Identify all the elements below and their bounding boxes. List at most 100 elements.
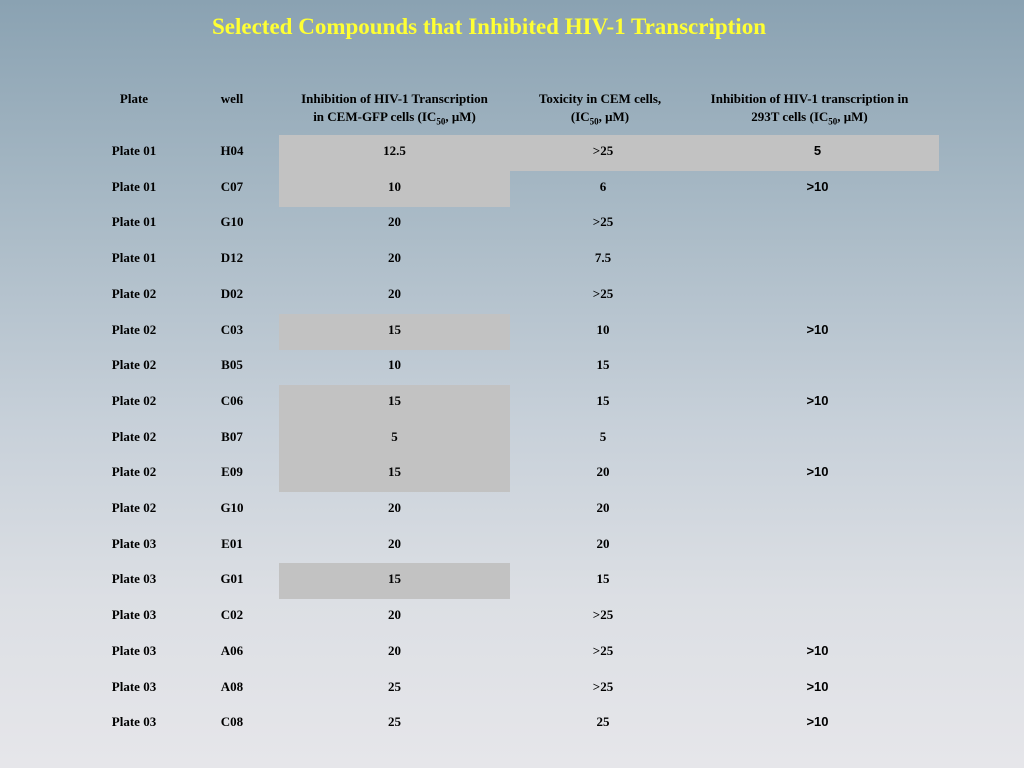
header-well: well [220, 91, 244, 106]
table-row: Plate 01 C07 10 6 >10 [0, 170, 1024, 207]
cell-well: C03 [220, 321, 244, 337]
cell-293t [696, 278, 939, 314]
cell-293t: >10 [806, 321, 829, 337]
cell-toxicity: >25 [510, 135, 696, 171]
cell-toxicity: >25 [592, 678, 614, 694]
cell-293t [696, 563, 939, 599]
cell-plate: Plate 01 [111, 178, 157, 194]
cell-293t [696, 492, 939, 528]
cell-inhibition: 25 [388, 714, 401, 730]
cell-toxicity: >25 [592, 214, 614, 230]
cell-well: A06 [220, 642, 244, 658]
cell-well: B07 [221, 428, 243, 444]
table-row: Plate 03 C02 20 >25 [0, 599, 1024, 635]
table-row: Plate 03 E01 20 20 [0, 528, 1024, 564]
cell-293t [696, 242, 939, 278]
cell-well: C07 [220, 178, 244, 194]
table-row: Plate 02 E09 15 20 >10 [0, 456, 1024, 493]
header-toxicity-line2: (IC50, μM) [570, 109, 630, 127]
cell-inhibition: 15 [279, 456, 510, 493]
cell-inhibition: 12.5 [279, 135, 510, 171]
cell-toxicity: 15 [596, 357, 610, 373]
cell-293t: >10 [806, 678, 829, 694]
table-row: Plate 02 B07 5 5 [0, 420, 1024, 457]
table-header: Plate well Inhibition of HIV-1 Transcrip… [0, 90, 1024, 130]
cell-plate: Plate 02 [111, 321, 157, 337]
cell-well: G10 [220, 500, 244, 515]
header-inhibition-cem: Inhibition of HIV-1 Transcription in CEM… [279, 90, 510, 126]
cell-toxicity: 15 [596, 571, 610, 587]
table-row: Plate 01 D12 20 7.5 [0, 242, 1024, 278]
cell-plate: Plate 03 [111, 571, 157, 587]
cell-toxicity: 6 [599, 178, 607, 194]
cell-toxicity: 20 [596, 500, 610, 515]
table-row: Plate 03 A06 20 >25 >10 [0, 635, 1024, 671]
table-row: Plate 03 G01 15 15 [0, 563, 1024, 600]
cell-well: H04 [220, 143, 244, 158]
cell-toxicity: >25 [592, 642, 614, 658]
cell-toxicity: 25 [596, 714, 610, 730]
cell-plate: Plate 01 [111, 250, 157, 266]
cell-plate: Plate 03 [111, 714, 157, 730]
table-row: Plate 02 B05 10 15 [0, 349, 1024, 385]
cell-293t: >10 [806, 714, 829, 730]
cell-293t: >10 [806, 464, 829, 480]
cell-toxicity: 20 [596, 464, 610, 480]
cell-inhibition: 10 [388, 357, 401, 373]
cell-inhibition: 20 [388, 250, 401, 266]
cell-well: B05 [221, 357, 243, 373]
cell-plate: Plate 02 [111, 500, 157, 515]
cell-inhibition: 20 [388, 535, 401, 551]
cell-well: C02 [220, 607, 244, 623]
cell-plate: Plate 02 [111, 285, 157, 301]
cell-toxicity: 10 [596, 321, 610, 337]
header-inhibition-line1: Inhibition of HIV-1 Transcription [301, 91, 488, 106]
header-293t-line1: Inhibition of HIV-1 transcription in [710, 91, 909, 106]
cell-inhibition: 20 [388, 285, 401, 301]
cell-plate: Plate 02 [111, 392, 157, 408]
cell-293t: >10 [806, 178, 829, 194]
table-row: Plate 02 C06 15 15 >10 [0, 384, 1024, 421]
cell-well: A08 [220, 678, 244, 694]
cell-plate: Plate 02 [111, 428, 157, 444]
cell-toxicity: >25 [592, 607, 614, 623]
cell-well: E01 [221, 535, 243, 551]
cell-293t: >10 [806, 392, 829, 408]
cell-toxicity: 15 [596, 392, 610, 408]
cell-well: E09 [221, 464, 243, 480]
cell-well: D02 [220, 285, 244, 301]
cell-inhibition: 15 [279, 313, 510, 350]
cell-plate: Plate 02 [111, 464, 157, 480]
header-inhibition-line2: in CEM-GFP cells (IC50, μM) [313, 109, 476, 127]
cell-plate: Plate 02 [111, 357, 157, 373]
header-toxicity-cem: Toxicity in CEM cells, (IC50, μM) [507, 90, 693, 126]
cell-toxicity: 7.5 [594, 250, 612, 266]
cell-inhibition: 15 [279, 563, 510, 600]
cell-plate: Plate 03 [111, 607, 157, 623]
table-row: Plate 03 C08 25 25 >10 [0, 706, 1024, 742]
header-plate: Plate [119, 91, 149, 106]
header-inhibition-293t: Inhibition of HIV-1 transcription in 293… [688, 90, 931, 126]
cell-plate: Plate 03 [111, 642, 157, 658]
cell-inhibition: 20 [388, 500, 401, 515]
cell-inhibition: 20 [388, 642, 401, 658]
table-row: Plate 02 D02 20 >25 [0, 278, 1024, 314]
header-293t-line2: 293T cells (IC50, μM) [751, 109, 868, 127]
cell-293t [696, 206, 939, 242]
cell-293t: >10 [806, 642, 829, 658]
table-row: Plate 02 C03 15 10 >10 [0, 313, 1024, 350]
cell-well: G01 [220, 571, 244, 587]
cell-293t [696, 528, 939, 564]
cell-inhibition: 5 [279, 420, 510, 457]
cell-inhibition: 15 [279, 384, 510, 421]
table-row: Plate 01 G10 20 >25 [0, 206, 1024, 242]
cell-plate: Plate 03 [111, 535, 157, 551]
cell-plate: Plate 01 [111, 143, 157, 158]
cell-toxicity: 20 [596, 535, 610, 551]
cell-well: G10 [220, 214, 244, 230]
cell-inhibition: 20 [388, 607, 401, 623]
table-row: Plate 02 G10 20 20 [0, 492, 1024, 528]
cell-inhibition: 10 [279, 170, 510, 207]
cell-293t [696, 599, 939, 635]
cell-well: C08 [220, 714, 244, 730]
